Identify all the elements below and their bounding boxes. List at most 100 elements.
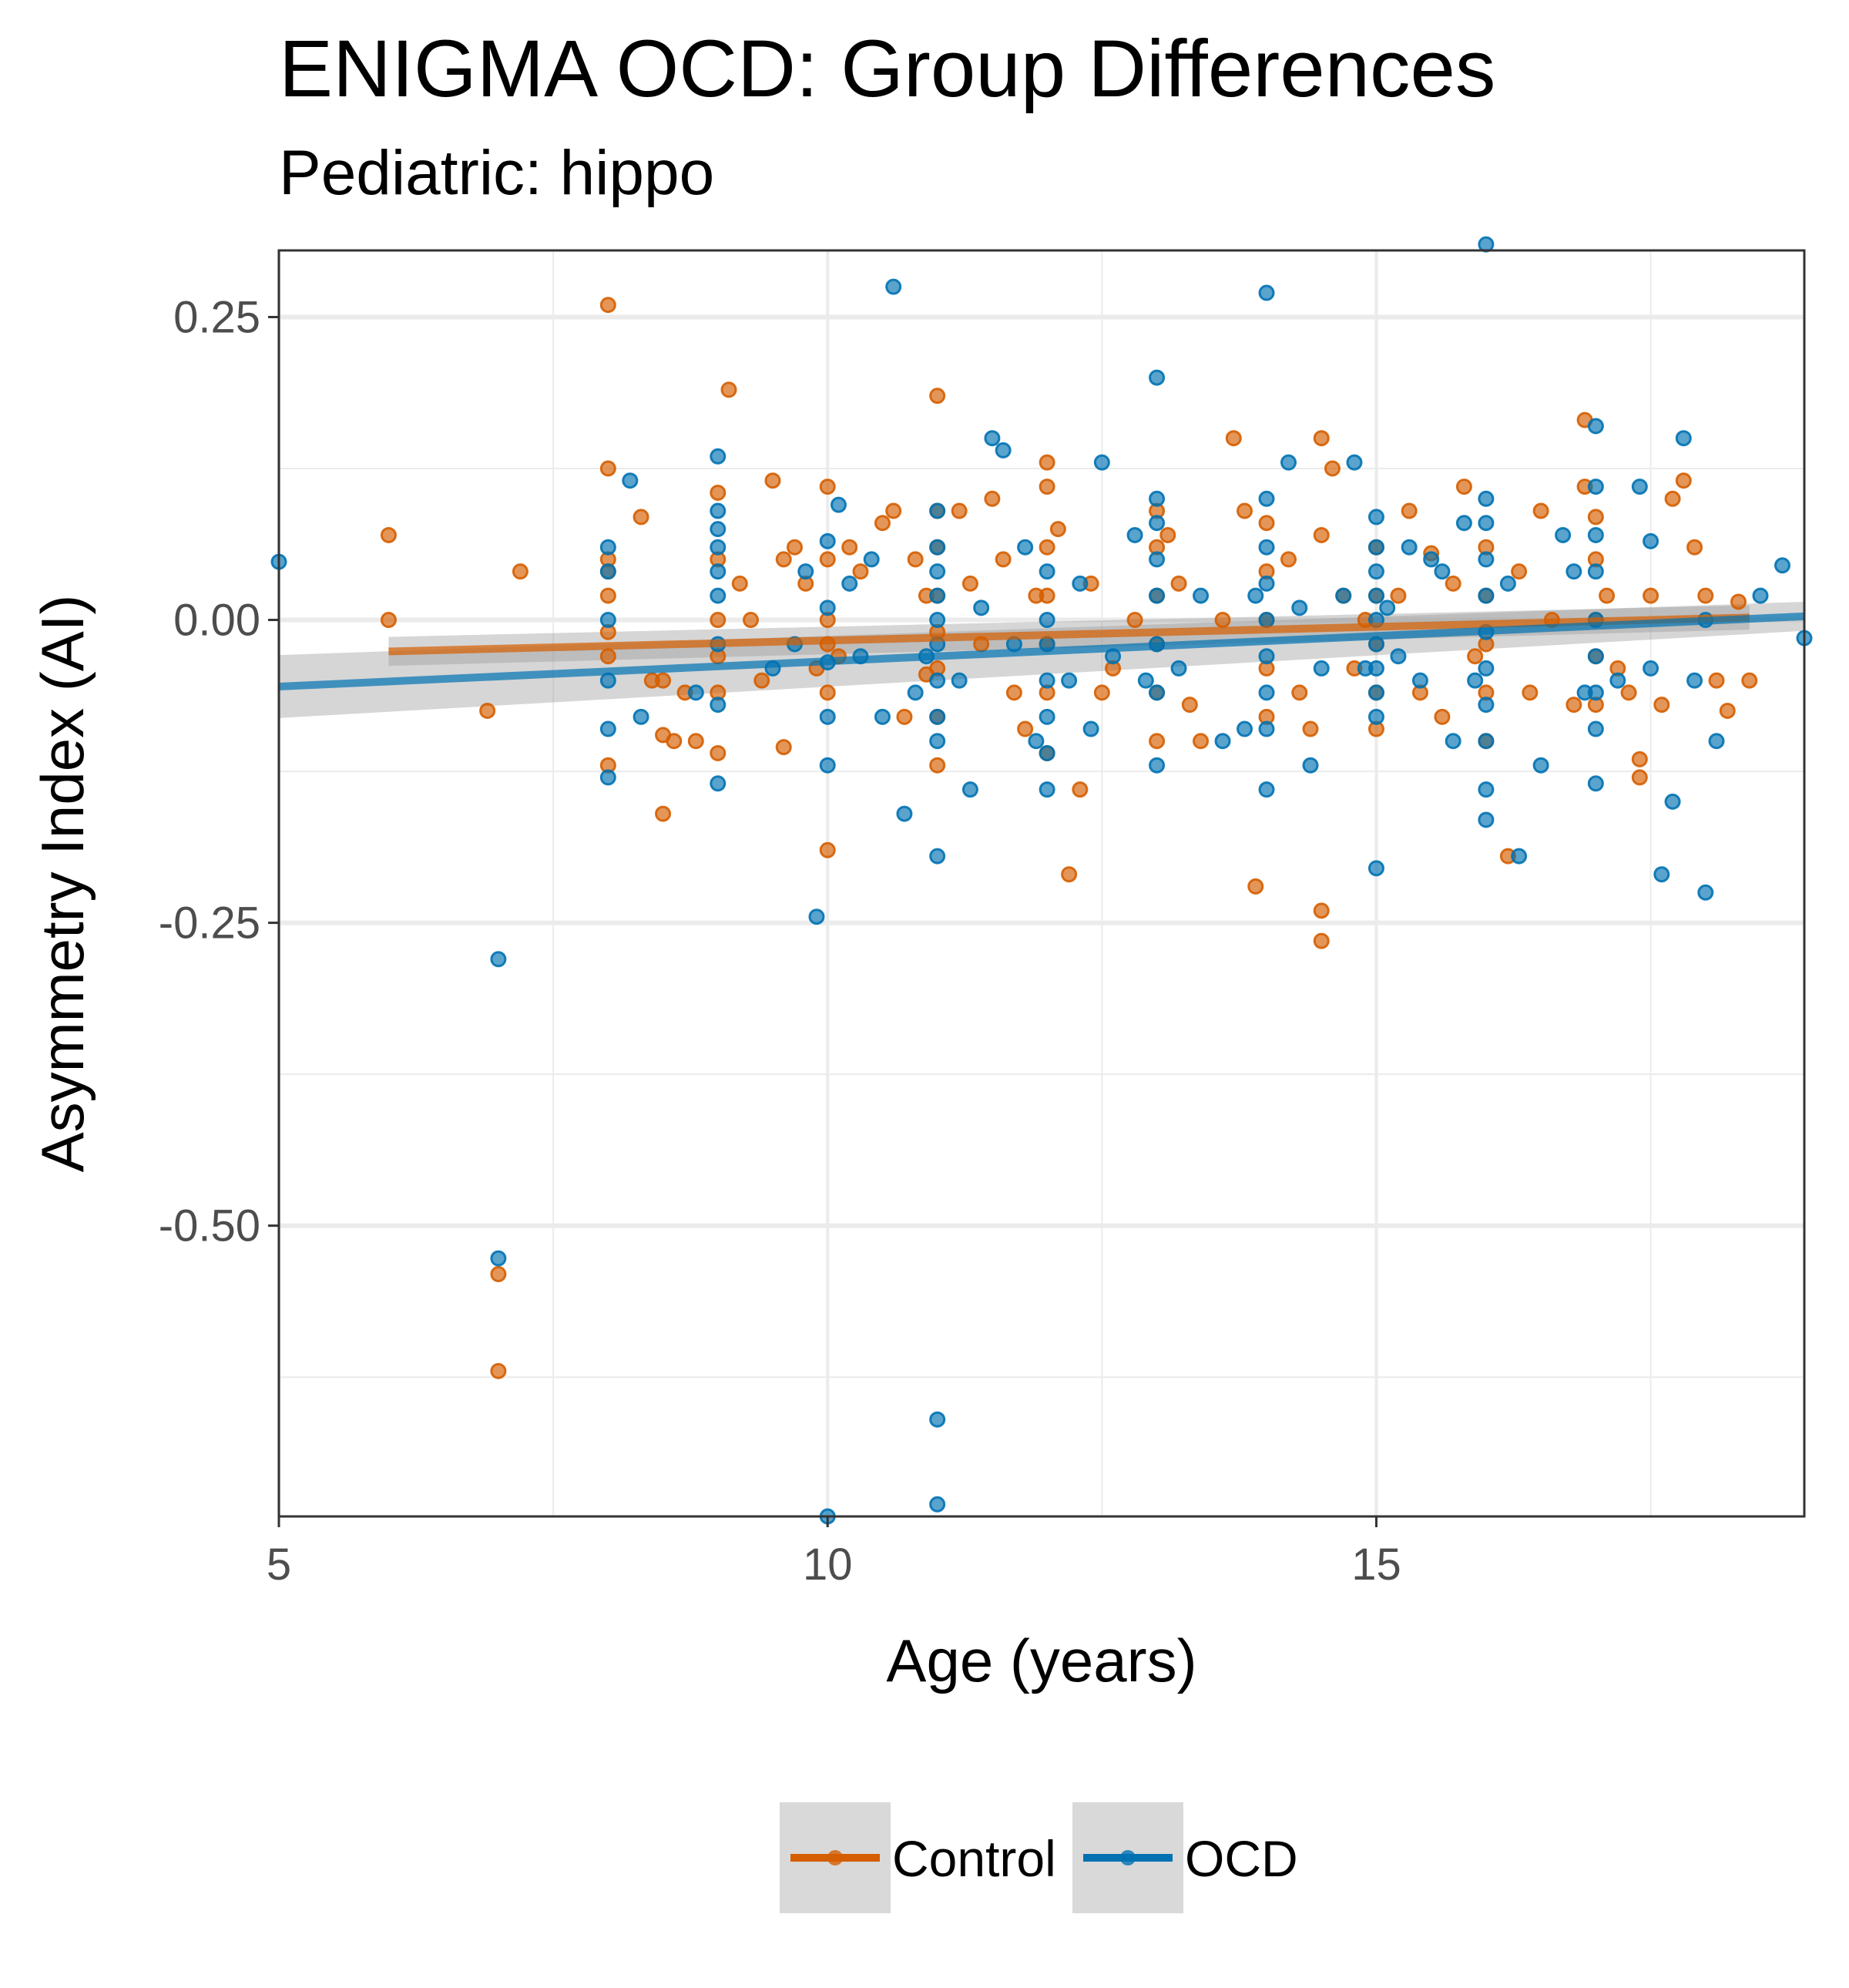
data-point-control — [1149, 733, 1166, 750]
data-point-control — [764, 472, 781, 489]
data-point-ocd — [1149, 587, 1166, 604]
data-point-control — [720, 381, 737, 398]
data-point-control — [1643, 587, 1659, 604]
data-point-control — [1631, 769, 1648, 786]
data-point-control — [1532, 502, 1549, 519]
data-point-control — [731, 575, 748, 592]
axes: 5 10 15 0.25 0.00 -0.25 -0.50 — [159, 292, 1401, 1590]
data-point-control — [1730, 593, 1747, 610]
data-point-ocd — [1039, 708, 1055, 725]
data-point-ocd — [1039, 612, 1055, 629]
data-point-control — [599, 460, 616, 477]
data-point-ocd — [1258, 684, 1275, 701]
data-point-ocd — [1532, 757, 1549, 774]
data-point-ocd — [1643, 532, 1659, 549]
data-point-ocd — [1390, 648, 1407, 665]
data-point-control — [599, 648, 616, 665]
data-point-control — [1401, 502, 1418, 519]
data-point-ocd — [1434, 563, 1451, 580]
data-point-ocd — [1587, 775, 1604, 792]
fit-line-ocd — [278, 612, 1805, 691]
data-point-ocd — [710, 521, 727, 538]
fit-lines — [278, 612, 1805, 691]
data-point-control — [1214, 612, 1231, 629]
data-point-control — [1049, 521, 1066, 538]
data-point-control — [1039, 539, 1055, 556]
data-point-ocd — [1653, 866, 1670, 883]
data-point-control — [951, 502, 968, 519]
data-point-ocd — [907, 684, 924, 701]
data-point-ocd — [830, 496, 847, 513]
data-point-control — [633, 509, 649, 526]
data-point-ocd — [929, 733, 946, 750]
data-point-ocd — [1149, 757, 1166, 774]
data-point-control — [753, 672, 770, 689]
data-point-ocd — [710, 502, 727, 519]
data-point-ocd — [929, 708, 946, 725]
data-point-control — [1620, 684, 1637, 701]
data-point-ocd — [819, 599, 836, 616]
data-point-ocd — [929, 1411, 946, 1428]
data-point-ocd — [1423, 551, 1440, 568]
data-point-ocd — [995, 442, 1012, 458]
data-point-ocd — [896, 805, 913, 822]
data-point-ocd — [1478, 587, 1495, 604]
data-point-ocd — [599, 672, 616, 689]
data-point-control — [710, 612, 727, 629]
data-point-ocd — [1170, 660, 1187, 677]
data-point-ocd — [1258, 612, 1275, 629]
data-point-control — [1039, 454, 1055, 471]
data-point-ocd — [1258, 284, 1275, 301]
legend-key-point-ocd — [1120, 1850, 1136, 1865]
data-point-ocd — [929, 612, 946, 629]
data-point-ocd — [819, 532, 836, 549]
x-tick-label: 10 — [803, 1540, 853, 1590]
data-point-control — [1159, 526, 1176, 543]
data-point-control — [1324, 460, 1341, 477]
data-point-ocd — [1367, 708, 1384, 725]
data-point-ocd — [1258, 781, 1275, 798]
data-point-control — [1072, 781, 1089, 798]
data-point-ocd — [863, 551, 880, 568]
data-point-control — [687, 733, 704, 750]
data-point-ocd — [1565, 563, 1582, 580]
data-point-control — [1708, 672, 1725, 689]
data-point-control — [1587, 509, 1604, 526]
chart-title: ENIGMA OCD: Group Differences — [279, 24, 1496, 114]
data-point-ocd — [1478, 515, 1495, 532]
data-point-control — [1511, 563, 1528, 580]
data-point-ocd — [710, 448, 727, 465]
data-point-ocd — [1752, 587, 1769, 604]
data-point-ocd — [710, 563, 727, 580]
data-point-ocd — [710, 775, 727, 792]
y-tick-label: -0.25 — [159, 898, 260, 949]
data-point-ocd — [808, 908, 825, 925]
data-point-ocd — [1587, 418, 1604, 435]
data-point-ocd — [1017, 539, 1034, 556]
data-point-ocd — [1445, 733, 1461, 750]
data-point-control — [1653, 697, 1670, 714]
data-point-ocd — [599, 563, 616, 580]
data-point-control — [1291, 684, 1308, 701]
data-point-control — [1313, 526, 1330, 543]
data-point-ocd — [1149, 551, 1166, 568]
data-point-ocd — [1149, 369, 1166, 386]
data-point-control — [380, 526, 397, 543]
grid-layer — [277, 250, 1804, 1516]
data-point-ocd — [819, 708, 836, 725]
data-point-control — [655, 805, 672, 822]
data-point-control — [710, 484, 727, 501]
data-point-ocd — [1258, 720, 1275, 737]
data-point-control — [1522, 684, 1539, 701]
data-point-ocd — [1149, 490, 1166, 507]
data-point-ocd — [1478, 733, 1495, 750]
data-point-ocd — [1643, 660, 1659, 677]
x-tick-label: 15 — [1351, 1540, 1401, 1590]
legend-key-point-control — [827, 1850, 843, 1865]
data-point-control — [852, 563, 869, 580]
data-point-control — [743, 612, 760, 629]
data-point-control — [1181, 697, 1198, 714]
data-point-control — [874, 515, 891, 532]
data-point-control — [1631, 751, 1648, 767]
data-point-ocd — [874, 708, 891, 725]
